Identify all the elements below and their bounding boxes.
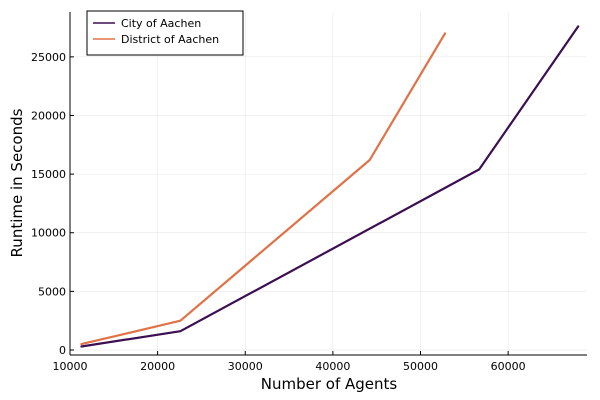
y-tick-label: 15000 [31,168,66,181]
series-line-1 [80,25,580,348]
legend-entry: District of Aachen [121,33,219,46]
x-tick-label: 60000 [491,360,526,373]
x-gridlines [69,12,509,355]
series-line-2 [80,32,447,346]
y-tick-label: 25000 [31,51,66,64]
series-lines [80,25,580,348]
x-axis-label: Number of Agents [261,375,398,393]
y-tick-label: 20000 [31,109,66,122]
y-tick-label: 5000 [38,285,66,298]
legend-entry: City of Aachen [121,17,201,30]
y-gridlines [70,56,587,351]
y-tick-labels: 0 5000 10000 15000 20000 25000 [31,51,66,357]
legend: City of Aachen District of Aachen [86,10,244,56]
y-axis-label: Runtime in Seconds [8,108,26,257]
x-tick-labels: 10000 20000 30000 40000 50000 60000 [53,360,526,373]
legend-box [86,10,244,56]
y-tick-label: 0 [59,344,66,357]
x-tick-label: 20000 [140,360,175,373]
x-tick-label: 50000 [403,360,438,373]
y-tick-label: 10000 [31,227,66,240]
x-tick-label: 30000 [228,360,263,373]
x-tick-label: 10000 [53,360,88,373]
x-tick-label: 40000 [315,360,350,373]
axes [69,12,587,356]
